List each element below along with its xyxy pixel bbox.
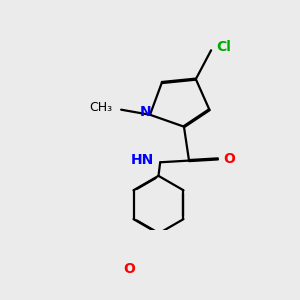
Text: Cl: Cl <box>216 40 231 54</box>
Text: CH₃: CH₃ <box>89 101 113 115</box>
Text: O: O <box>223 152 235 166</box>
Text: N: N <box>140 105 152 119</box>
Text: O: O <box>123 262 135 276</box>
Text: HN: HN <box>131 153 154 166</box>
